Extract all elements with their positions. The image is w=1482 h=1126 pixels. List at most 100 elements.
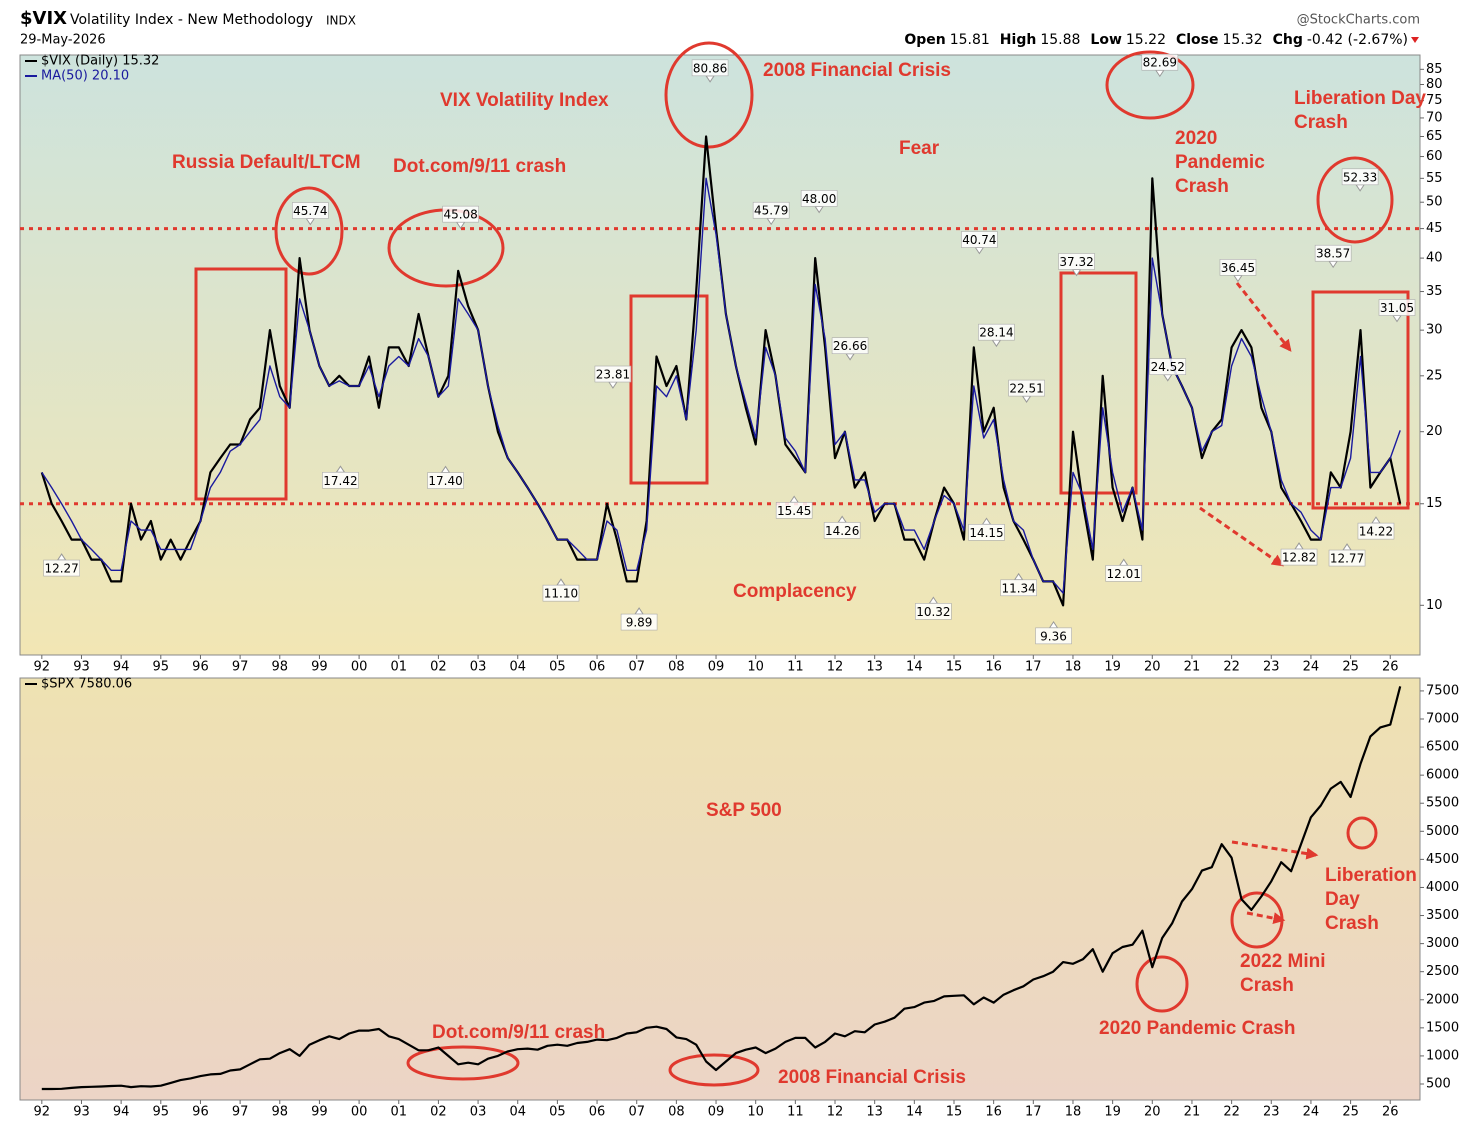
- annotation: Crash: [1294, 112, 1348, 133]
- label-box: [1105, 565, 1143, 582]
- ohlc-label: Close: [1176, 32, 1219, 48]
- annotation: Day: [1325, 889, 1360, 910]
- data-label: 38.57: [1316, 247, 1350, 261]
- annotation: Russia Default/LTCM: [172, 152, 361, 173]
- ohlc-value: 15.22: [1126, 32, 1166, 48]
- label-box: [1328, 549, 1366, 567]
- annotation-shapes: [194, 41, 1410, 1087]
- data-label: 11.34: [1001, 581, 1035, 595]
- data-label: 14.26: [825, 524, 859, 538]
- data-label: 82.69: [1143, 56, 1177, 70]
- circle: [1135, 955, 1189, 1013]
- x-tick-label: 07: [628, 1105, 645, 1120]
- x-tick-label: 93: [73, 660, 90, 675]
- x-tick-label: 02: [430, 1105, 447, 1120]
- x-tick-label: 01: [390, 1105, 407, 1120]
- arrow: [1199, 506, 1284, 567]
- source: @StockCharts.com: [1297, 13, 1420, 28]
- y-tick-label: 70: [1426, 110, 1443, 125]
- annotation: Fear: [899, 138, 940, 159]
- x-tick-label: 00: [351, 660, 368, 675]
- label-box: [1378, 299, 1416, 316]
- x-tick-label: 97: [232, 660, 249, 675]
- annotation: Crash: [1240, 975, 1294, 996]
- label-box: [1357, 522, 1395, 540]
- data-label: 26.66: [833, 339, 867, 353]
- x-tick-label: 25: [1342, 1105, 1359, 1120]
- label-box: [1219, 259, 1257, 276]
- x-tick-label: 94: [113, 660, 130, 675]
- x-tick-label: 24: [1303, 660, 1320, 675]
- x-tick-label: 26: [1382, 660, 1399, 675]
- vix-panel: [19, 54, 1421, 656]
- y-tick-label: 7000: [1426, 711, 1459, 726]
- box: [1059, 271, 1138, 495]
- y-tick-label: 85: [1426, 62, 1443, 77]
- x-tick-label: 12: [827, 660, 844, 675]
- ohlc-value: 15.32: [1223, 32, 1263, 48]
- x-tick-label: 09: [708, 660, 725, 675]
- annotation: Complacency: [733, 581, 857, 602]
- label-box: [1141, 53, 1179, 71]
- y-tick-label: 1000: [1426, 1048, 1459, 1063]
- annotation: S&P 500: [706, 800, 782, 821]
- label-box: [691, 59, 729, 77]
- annotation: 2020: [1175, 128, 1217, 149]
- label-box: [1314, 244, 1352, 262]
- y-tick-label: 55: [1426, 171, 1443, 186]
- data-label: 31.05: [1380, 301, 1414, 315]
- y-tick-label: 50: [1426, 195, 1443, 210]
- y-tick-label: 3000: [1426, 936, 1459, 951]
- x-tick-label: 11: [787, 1105, 804, 1120]
- x-tick-label: 04: [509, 1105, 526, 1120]
- x-tick-label: 23: [1263, 660, 1280, 675]
- data-label: 37.32: [1059, 255, 1093, 269]
- y-tick-label: 20: [1426, 424, 1443, 439]
- label-box: [978, 323, 1015, 341]
- arrow: [1235, 282, 1292, 352]
- ohlc-label: Chg: [1273, 32, 1303, 48]
- x-tick-label: 23: [1263, 1105, 1280, 1120]
- box: [194, 267, 288, 501]
- circle: [668, 1053, 760, 1087]
- annotation: 2022 Mini: [1240, 951, 1326, 972]
- ohlc: Open 15.81 High 15.88 Low 15.22 Close 15.32 Chg -…: [904, 32, 1408, 48]
- y-tick-label: 4000: [1426, 880, 1459, 895]
- data-label: 12.77: [1330, 552, 1364, 566]
- x-tick-label: 98: [271, 1105, 288, 1120]
- annotation: Dot.com/9/11 crash: [432, 1022, 605, 1043]
- label-box: [968, 524, 1005, 541]
- y-tick-label: 7500: [1426, 683, 1459, 698]
- data-label: 36.45: [1221, 261, 1255, 275]
- data-label: 12.01: [1107, 567, 1141, 581]
- y-tick-label: 40: [1426, 251, 1443, 266]
- ohlc-label: Low: [1090, 32, 1122, 48]
- x-tick-label: 96: [192, 1105, 209, 1120]
- x-tick-label: 22: [1223, 1105, 1240, 1120]
- circle: [664, 41, 754, 149]
- annotation: 2020 Pandemic Crash: [1099, 1018, 1295, 1039]
- label-box: [775, 502, 813, 519]
- ohlc-label: Open: [904, 32, 945, 48]
- annotation: 2008 Financial Crisis: [763, 60, 951, 81]
- y-tick-label: 80: [1426, 77, 1443, 92]
- annotation: Crash: [1325, 913, 1379, 934]
- x-tick-label: 18: [1065, 1105, 1082, 1120]
- x-tick-label: 03: [470, 1105, 487, 1120]
- label-box: [594, 365, 632, 383]
- y-tick-label: 3500: [1426, 908, 1459, 923]
- x-tick-label: 05: [549, 1105, 566, 1120]
- y-tick-label: 10: [1426, 598, 1443, 613]
- x-tick-label: 04: [509, 660, 526, 675]
- x-tick-label: 14: [906, 1105, 923, 1120]
- legend-label: $SPX 7580.06: [41, 677, 132, 692]
- y-tick-label: 35: [1426, 284, 1443, 299]
- x-tick-label: 10: [747, 1105, 764, 1120]
- y-tick-label: 2500: [1426, 964, 1459, 979]
- series-line: [41, 686, 1402, 1091]
- spx-panel: [19, 677, 1421, 1101]
- annotation: Crash: [1175, 176, 1229, 197]
- box: [1311, 290, 1410, 510]
- x-tick-label: 05: [549, 660, 566, 675]
